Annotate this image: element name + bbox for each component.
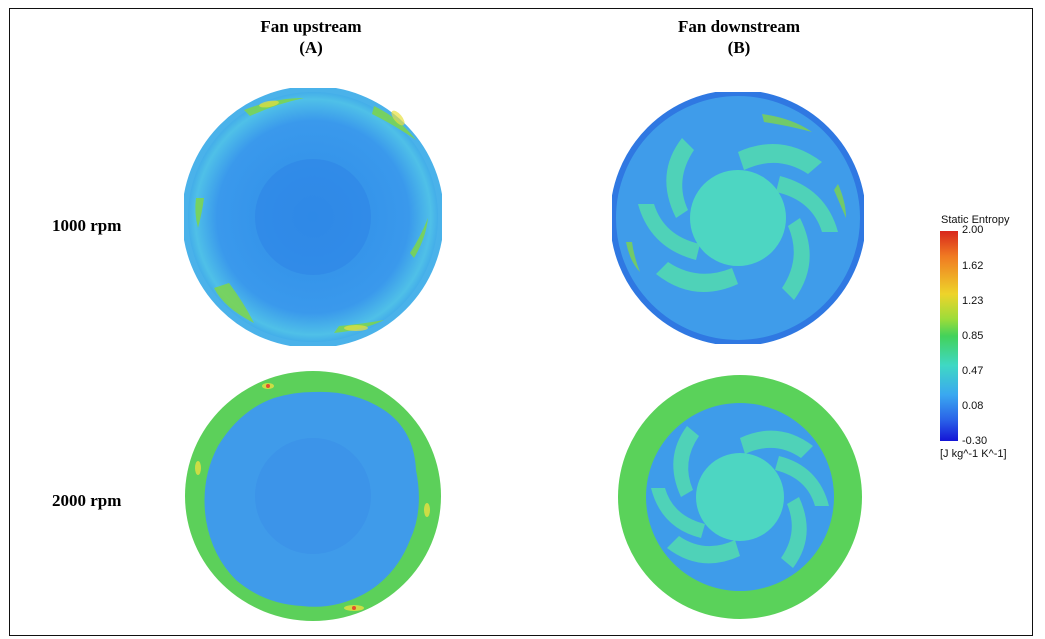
column-title-downstream: Fan downstream (B) [629,16,849,58]
high-entropy-patches [626,114,846,272]
legend-tick-162: 1.62 [962,260,984,272]
blade-wakes [638,138,838,300]
column-title-upstream: Fan upstream (A) [201,16,421,58]
disk-rim [612,92,864,344]
legend-tick-008: 0.08 [962,400,984,412]
hub-region [255,159,371,275]
row-label-1000rpm: 1000 rpm [52,216,122,235]
figure-frame [9,8,1033,636]
column-title-upstream-letter: (A) [299,38,323,57]
column-title-downstream-letter: (B) [727,38,751,57]
peak-patches [259,100,405,331]
legend-unit: [J kg^-1 K^-1] [940,448,1007,460]
legend-tick-047: 0.47 [962,365,984,377]
column-title-upstream-text: Fan upstream [260,17,362,36]
legend-title: Static Entropy [941,214,1010,226]
contour-downstream-2000rpm [618,375,862,619]
disk-rim [184,88,442,346]
contour-downstream-1000rpm [612,92,864,344]
legend-tick-200: 2.00 [962,224,984,236]
legend-tick-123: 1.23 [962,295,984,307]
hub-region [255,438,371,554]
column-title-downstream-text: Fan downstream [678,17,800,36]
contour-upstream-1000rpm [184,88,442,346]
row-label-2000rpm: 2000 rpm [52,491,122,510]
hub-region [696,453,784,541]
contour-upstream-2000rpm [185,371,441,621]
legend-tick-neg030: -0.30 [962,435,988,447]
hub-region [690,170,786,266]
blade-wakes [651,426,829,568]
legend-colorbar [940,231,958,441]
hotspots [266,384,356,610]
legend-tick-085: 0.85 [962,330,984,342]
